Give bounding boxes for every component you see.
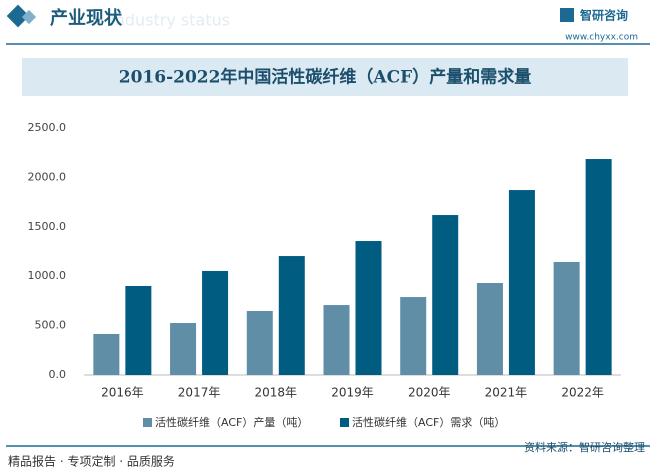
x-tick-label: 2017年	[178, 386, 221, 400]
x-tick-label: 2020年	[408, 386, 451, 400]
x-tick-label: 2019年	[331, 386, 374, 400]
legend-label: 活性碳纤维（ACF）需求（吨）	[352, 415, 505, 429]
x-tick-label: 2018年	[255, 386, 298, 400]
title-banner	[22, 58, 628, 96]
header-title: 产业现状	[50, 7, 123, 29]
y-tick-label: 1500.0	[28, 220, 67, 233]
bar	[93, 333, 120, 375]
y-tick-label: 0.0	[49, 368, 67, 381]
y-tick-label: 1000.0	[28, 269, 67, 282]
bar	[278, 256, 305, 375]
y-tick-label: 2000.0	[28, 170, 67, 183]
x-tick-label: 2022年	[561, 386, 604, 400]
url: www.chyxx.com	[565, 33, 638, 43]
y-tick-label: 2500.0	[28, 121, 67, 134]
bar	[476, 283, 503, 375]
bar	[246, 310, 273, 375]
bar	[355, 241, 382, 375]
brand-logo	[560, 8, 574, 22]
x-tick-label: 2016年	[101, 386, 144, 400]
brand: 智研咨询	[579, 8, 628, 23]
bar	[585, 159, 612, 375]
chart-title: 2016-2022年中国活性碳纤维（ACF）产量和需求量	[119, 67, 531, 88]
source: 资料来源：智研咨询整理	[524, 440, 645, 454]
legend-swatch	[340, 418, 349, 427]
bar	[170, 323, 197, 375]
bar	[508, 190, 535, 375]
x-tick-label: 2021年	[485, 386, 528, 400]
y-tick-label: 500.0	[35, 319, 67, 332]
bar	[553, 261, 580, 375]
bar	[323, 305, 350, 375]
legend-label: 活性碳纤维（ACF）产量（吨）	[155, 415, 308, 429]
bar	[400, 297, 427, 375]
header-subtitle: Industry status	[110, 11, 230, 30]
bar	[432, 215, 459, 375]
footer-slogan: 精品报告 · 专项定制 · 品质服务	[8, 454, 175, 469]
bar	[202, 270, 229, 375]
legend-swatch	[143, 418, 152, 427]
header-icon	[21, 9, 37, 25]
bar	[125, 285, 152, 375]
